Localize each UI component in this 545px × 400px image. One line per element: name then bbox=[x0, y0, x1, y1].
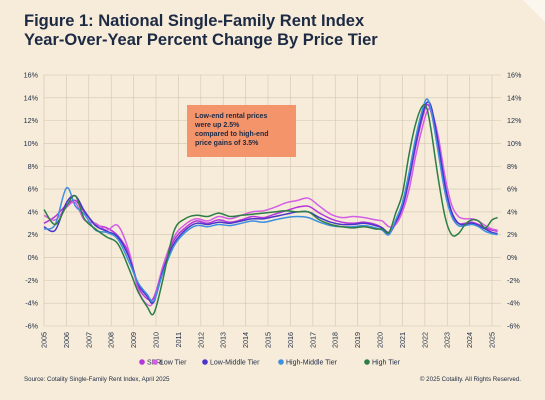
x-tick-label: 2022 bbox=[420, 332, 429, 348]
x-tick-label: 2019 bbox=[353, 332, 362, 348]
y-tick-label-left: 12% bbox=[24, 116, 39, 125]
y-tick-label-right: 14% bbox=[507, 93, 522, 102]
callout-box bbox=[187, 105, 296, 157]
x-tick-label: 2010 bbox=[152, 332, 161, 348]
y-tick-label-left: 14% bbox=[24, 93, 39, 102]
callout-text-line: Low-end rental prices bbox=[195, 113, 267, 120]
legend-label-low-middle-tier: Low-Middle Tier bbox=[210, 360, 260, 367]
callout: Low-end rental prices were up 2.5% compare… bbox=[187, 105, 296, 157]
x-tick-label: 2012 bbox=[196, 332, 205, 348]
page-corner-fold bbox=[523, 0, 545, 22]
x-tick-label: 2020 bbox=[376, 332, 385, 348]
y-tick-label-right: 4% bbox=[507, 207, 518, 216]
x-tick-label: 2023 bbox=[443, 332, 452, 348]
y-tick-label-right: -4% bbox=[507, 299, 520, 308]
axis-labels: -6% -6% -4% -4% -2% -2% 0% 0% 2% 2% 4% 4% 6% 6% 8% 8% 10… bbox=[24, 71, 522, 349]
x-tick-label: 2018 bbox=[331, 332, 340, 348]
x-tick-label: 2011 bbox=[174, 332, 183, 347]
y-tick-label-right: -6% bbox=[507, 322, 520, 331]
series-line-low-tier bbox=[43, 107, 498, 307]
chart-title-line-1: Figure 1: National Single-Family Rent In… bbox=[24, 12, 365, 30]
y-tick-label-right: -2% bbox=[507, 276, 520, 285]
legend-label-high-tier: High Tier bbox=[372, 360, 401, 367]
series-line-high-tier bbox=[43, 103, 498, 316]
x-tick-label: 2015 bbox=[264, 332, 273, 348]
legend-marker-low-tier bbox=[152, 359, 158, 365]
legend-marker-low-middle-tier bbox=[202, 359, 208, 365]
series-line-high-middle-tier bbox=[43, 98, 498, 303]
chart-title: Figure 1: National Single-Family Rent In… bbox=[24, 12, 378, 50]
legend-label-high-middle-tier: High-Middle Tier bbox=[286, 360, 338, 367]
legend-marker-high-tier bbox=[364, 359, 370, 365]
y-tick-label-right: 2% bbox=[507, 230, 518, 239]
y-tick-label-right: 10% bbox=[507, 139, 522, 148]
x-tick-label: 2009 bbox=[129, 332, 138, 348]
x-tick-label: 2025 bbox=[488, 332, 497, 348]
x-tick-label: 2024 bbox=[465, 332, 474, 348]
y-tick-label-left: 0% bbox=[28, 253, 39, 262]
y-tick-label-right: 6% bbox=[507, 185, 518, 194]
y-tick-label-left: -2% bbox=[25, 276, 38, 285]
x-tick-label: 2014 bbox=[241, 332, 250, 348]
x-tick-label: 2013 bbox=[219, 332, 228, 348]
x-tick-label: 2021 bbox=[398, 332, 407, 348]
x-tick-label: 2005 bbox=[40, 332, 49, 348]
y-tick-label-left: -4% bbox=[25, 299, 38, 308]
callout-text-line: price gains of 3.5% bbox=[195, 140, 259, 147]
callout-text-line: compared to high-end bbox=[195, 131, 269, 138]
y-tick-label-left: -6% bbox=[25, 322, 38, 331]
y-tick-label-right: 8% bbox=[507, 162, 518, 171]
y-tick-label-left: 10% bbox=[24, 139, 39, 148]
y-tick-label-right: 12% bbox=[507, 116, 522, 125]
y-tick-label-left: 16% bbox=[24, 71, 39, 80]
y-tick-label-left: 4% bbox=[28, 207, 39, 216]
source-note: Source: Cotality Single-Family Rent Inde… bbox=[24, 376, 170, 383]
x-tick-label: 2016 bbox=[286, 332, 295, 348]
legend-label-low-tier: Low Tier bbox=[160, 360, 187, 367]
x-tick-label: 2007 bbox=[84, 332, 93, 348]
y-tick-label-left: 2% bbox=[28, 230, 39, 239]
series-lines bbox=[43, 98, 498, 316]
x-tick-label: 2008 bbox=[107, 332, 116, 348]
y-tick-label-right: 16% bbox=[507, 71, 522, 80]
y-tick-label-right: 0% bbox=[507, 253, 518, 262]
x-tick-label: 2006 bbox=[62, 332, 71, 348]
y-tick-label-left: 6% bbox=[28, 185, 39, 194]
copyright-note: © 2025 Cotality. All Rights Reserved. bbox=[419, 376, 521, 383]
x-tick-label: 2017 bbox=[308, 332, 317, 348]
legend-marker-high-middle-tier bbox=[278, 359, 284, 365]
legend-marker-sfri bbox=[139, 359, 145, 365]
chart-title-line-2: Year-Over-Year Percent Change By Price T… bbox=[24, 31, 378, 49]
y-tick-label-left: 8% bbox=[28, 162, 39, 171]
callout-text-line: were up 2.5% bbox=[194, 122, 240, 129]
